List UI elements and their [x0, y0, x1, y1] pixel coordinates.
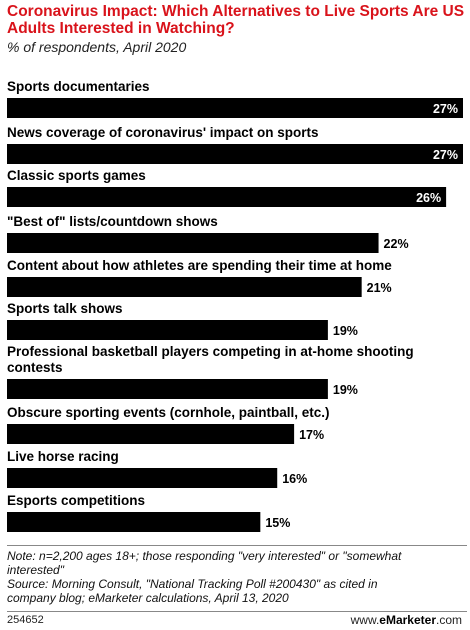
- note-line: interested": [7, 563, 64, 577]
- footer-divider: [7, 545, 467, 546]
- bar: [7, 512, 261, 532]
- bar: [7, 187, 447, 207]
- bar: [7, 98, 463, 118]
- category-label: Classic sports games: [7, 168, 146, 183]
- value-label: 27%: [433, 102, 458, 116]
- category-label: Esports competitions: [7, 493, 145, 508]
- note-line: company blog; eMarketer calculations, Ap…: [7, 591, 289, 605]
- bar: [7, 144, 463, 164]
- footer-divider-bottom: [7, 611, 467, 612]
- brand-prefix: www.: [350, 613, 380, 627]
- value-label: 27%: [433, 148, 458, 162]
- bar: [7, 424, 295, 444]
- value-label: 15%: [265, 516, 290, 530]
- chart-id: 254652: [7, 614, 44, 626]
- value-label: 16%: [282, 472, 307, 486]
- bar: [7, 277, 362, 297]
- bar: [7, 233, 379, 253]
- bar: [7, 320, 328, 340]
- footer-note: Note: n=2,200 ages 18+; those responding…: [7, 549, 467, 605]
- category-label: Live horse racing: [7, 449, 119, 464]
- chart-subtitle: % of respondents, April 2020: [7, 39, 187, 55]
- bar-chart: Sports documentaries 27% News coverage of …: [7, 79, 463, 532]
- value-label: 21%: [367, 281, 392, 295]
- bar: [7, 468, 278, 488]
- value-label: 19%: [333, 383, 358, 397]
- category-label: contests: [7, 360, 63, 375]
- brand-suffix: .com: [435, 613, 462, 627]
- category-label: News coverage of coronavirus' impact on …: [7, 125, 319, 140]
- note-line: Source: Morning Consult, "National Track…: [7, 577, 378, 591]
- note-line: Note: n=2,200 ages 18+; those responding…: [7, 549, 402, 563]
- brand-link[interactable]: www.eMarketer.com: [351, 613, 462, 627]
- value-label: 26%: [416, 191, 441, 205]
- bar: [7, 379, 328, 399]
- category-label: "Best of" lists/countdown shows: [7, 214, 218, 229]
- category-label: Obscure sporting events (cornhole, paint…: [7, 405, 330, 420]
- category-label: Sports talk shows: [7, 301, 123, 316]
- category-label: Sports documentaries: [7, 79, 150, 94]
- value-label: 19%: [333, 324, 358, 338]
- value-label: 22%: [384, 237, 409, 251]
- category-label: Content about how athletes are spending …: [7, 258, 392, 273]
- category-label: Professional basketball players competin…: [7, 344, 414, 359]
- brand-name: eMarketer: [379, 613, 436, 627]
- chart-title: Coronavirus Impact: Which Alternatives t…: [7, 3, 465, 37]
- value-label: 17%: [299, 428, 324, 442]
